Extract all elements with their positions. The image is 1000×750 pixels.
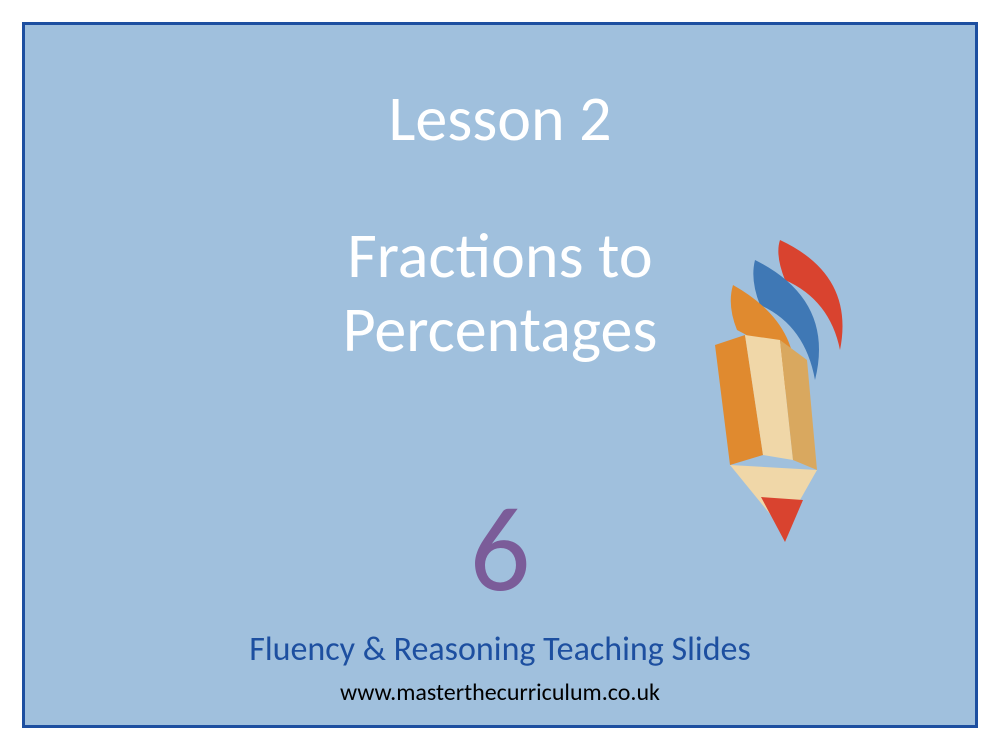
topic-line-2: Percentages: [343, 291, 658, 369]
subtitle-text: Fluency & Reasoning Teaching Slides: [25, 629, 975, 670]
website-url: www.masterthecurriculum.co.uk: [25, 678, 975, 707]
lesson-title: Lesson 2: [25, 80, 975, 158]
slide-frame: Lesson 2 Fractions to Percentages 6 Flue…: [22, 22, 978, 728]
year-number: 6: [25, 490, 975, 610]
topic-line-1: Fractions to: [347, 217, 652, 295]
